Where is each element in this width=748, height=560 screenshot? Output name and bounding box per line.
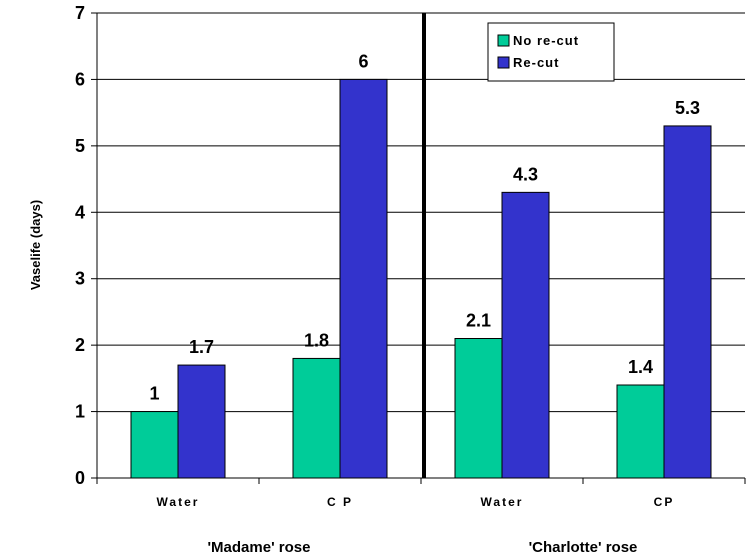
group-label: 'Madame' rose xyxy=(207,539,310,556)
group-label: 'Charlotte' rose xyxy=(529,539,638,556)
data-label: 1.4 xyxy=(628,357,653,377)
legend-box xyxy=(487,22,615,82)
axes xyxy=(91,12,746,484)
gridlines xyxy=(97,12,745,413)
x-tick-label: C P xyxy=(327,495,353,509)
data-label: 6 xyxy=(358,51,368,71)
bar-re-cut-1 xyxy=(339,78,388,479)
legend-swatch xyxy=(497,56,510,69)
bars xyxy=(130,78,712,479)
legend-label: Re-cut xyxy=(513,55,559,70)
y-axis-title: Vaselife (days) xyxy=(28,200,43,290)
x-tick-label: CP xyxy=(654,495,675,509)
bar-no-re-cut-2 xyxy=(454,338,503,479)
data-label: 5.3 xyxy=(675,98,700,118)
legend: No re-cut Re-cut xyxy=(487,22,615,82)
bar-no-re-cut-1 xyxy=(292,357,341,479)
data-label: 2.1 xyxy=(466,311,491,331)
data-label: 1.7 xyxy=(189,337,214,357)
y-tick-label: 6 xyxy=(75,69,85,89)
data-label: 1.8 xyxy=(304,330,329,350)
x-tick-label: Water xyxy=(157,495,200,509)
y-tick-label: 0 xyxy=(75,468,85,488)
data-label: 1 xyxy=(149,384,159,404)
bar-re-cut-2 xyxy=(501,191,550,479)
x-tick-label: Water xyxy=(481,495,524,509)
y-tick-label: 1 xyxy=(75,402,85,422)
y-tick-label: 7 xyxy=(75,3,85,23)
y-tick-label: 5 xyxy=(75,136,85,156)
legend-label: No re-cut xyxy=(513,33,579,48)
legend-swatch xyxy=(497,34,510,47)
y-tick-label: 2 xyxy=(75,335,85,355)
y-tick-label: 4 xyxy=(75,202,85,222)
bar-no-re-cut-0 xyxy=(130,411,179,479)
y-tick-label: 3 xyxy=(75,269,85,289)
data-label: 4.3 xyxy=(513,164,538,184)
bar-re-cut-0 xyxy=(177,364,226,479)
bar-no-re-cut-3 xyxy=(616,384,665,479)
labels: 0 1 2 3 4 5 6 7 1 1.8 2.1 1.4 1.7 6 4.3 5.3 Water C P Wate… xyxy=(75,3,700,556)
bar-re-cut-3 xyxy=(663,125,712,479)
